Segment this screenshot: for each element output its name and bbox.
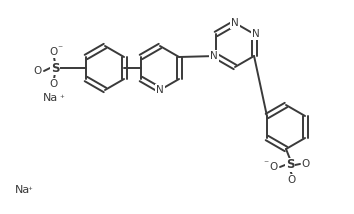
Text: ⁺: ⁺ (28, 186, 32, 195)
Text: O: O (288, 175, 296, 185)
Text: Na: Na (15, 185, 30, 195)
Text: N: N (252, 29, 260, 39)
Text: ⁻: ⁻ (57, 44, 63, 54)
Text: O: O (34, 66, 42, 76)
Text: S: S (51, 61, 59, 74)
Text: Na: Na (44, 93, 59, 103)
Text: N: N (156, 85, 164, 95)
Text: O: O (302, 159, 310, 169)
Text: ⁺: ⁺ (59, 94, 64, 103)
Text: S: S (286, 159, 294, 171)
Text: N: N (210, 51, 218, 61)
Text: O: O (49, 47, 57, 57)
Text: ⁻: ⁻ (263, 159, 269, 169)
Text: N: N (231, 18, 239, 28)
Text: O: O (270, 162, 278, 172)
Text: O: O (49, 79, 57, 89)
